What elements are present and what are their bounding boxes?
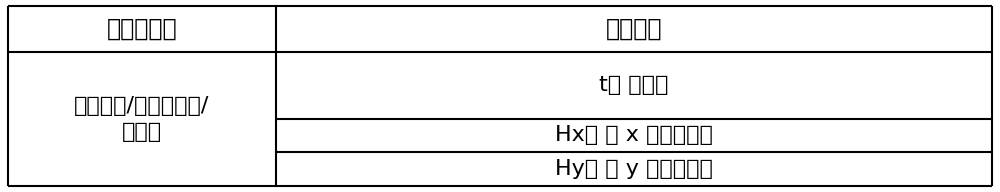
Text: 金属常剪/折算剪切板/
模单元: 金属常剪/折算剪切板/ 模单元 [74, 96, 210, 142]
Text: 可简化单元: 可简化单元 [107, 17, 177, 41]
Text: t－ 板厅度: t－ 板厅度 [599, 75, 669, 95]
Text: 计算属性: 计算属性 [606, 17, 662, 41]
Text: Hx－ 顺 x 向折算系数: Hx－ 顺 x 向折算系数 [555, 126, 713, 146]
Text: Hy－ 顺 y 向折算系数: Hy－ 顺 y 向折算系数 [555, 159, 713, 179]
